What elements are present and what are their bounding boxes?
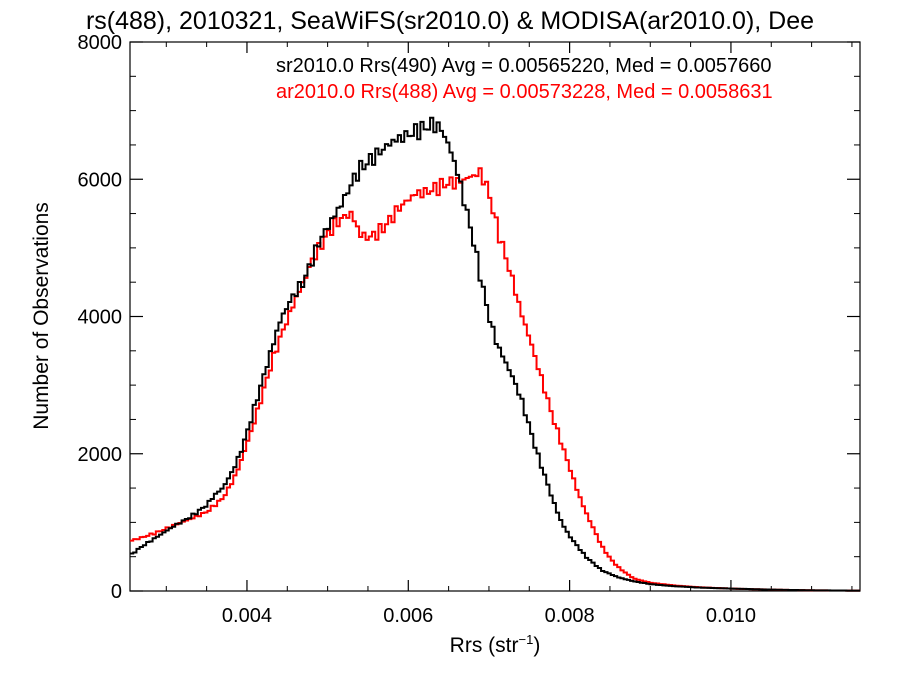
x-axis-label-main: Rrs (str: [450, 634, 519, 657]
axis-ticks: 0.004 0.006 0.008 0.010 0 2000 4000 6000 8000: [78, 32, 860, 627]
chart-title: rs(488), 2010321, SeaWiFS(sr2010.0) & MO…: [86, 7, 814, 35]
x-axis-label-close: ): [533, 634, 540, 657]
x-tick-label: 0.006: [383, 605, 433, 627]
series-ar2010-line: [130, 167, 861, 592]
y-tick-label: 8000: [78, 32, 123, 54]
series-sr2010-line: [130, 116, 861, 592]
y-tick-label: 6000: [78, 169, 123, 191]
x-axis-label: Rrs (str−1): [450, 632, 541, 657]
y-axis-label: Number of Observations: [30, 202, 53, 430]
legend-entry-red: ar2010.0 Rrs(488) Avg = 0.00573228, Med …: [276, 81, 773, 103]
y-tick-label: 4000: [78, 307, 123, 329]
y-tick-label: 0: [111, 581, 122, 603]
plot-frame: [129, 41, 861, 592]
x-tick-label: 0.008: [545, 605, 595, 627]
x-tick-label: 0.010: [706, 605, 756, 627]
series-layer: [130, 116, 861, 592]
x-tick-label: 0.004: [222, 605, 272, 627]
x-axis-label-exponent: −1: [519, 632, 534, 647]
y-tick-label: 2000: [78, 444, 123, 466]
legend-entry-black: sr2010.0 Rrs(490) Avg = 0.00565220, Med …: [276, 55, 772, 77]
